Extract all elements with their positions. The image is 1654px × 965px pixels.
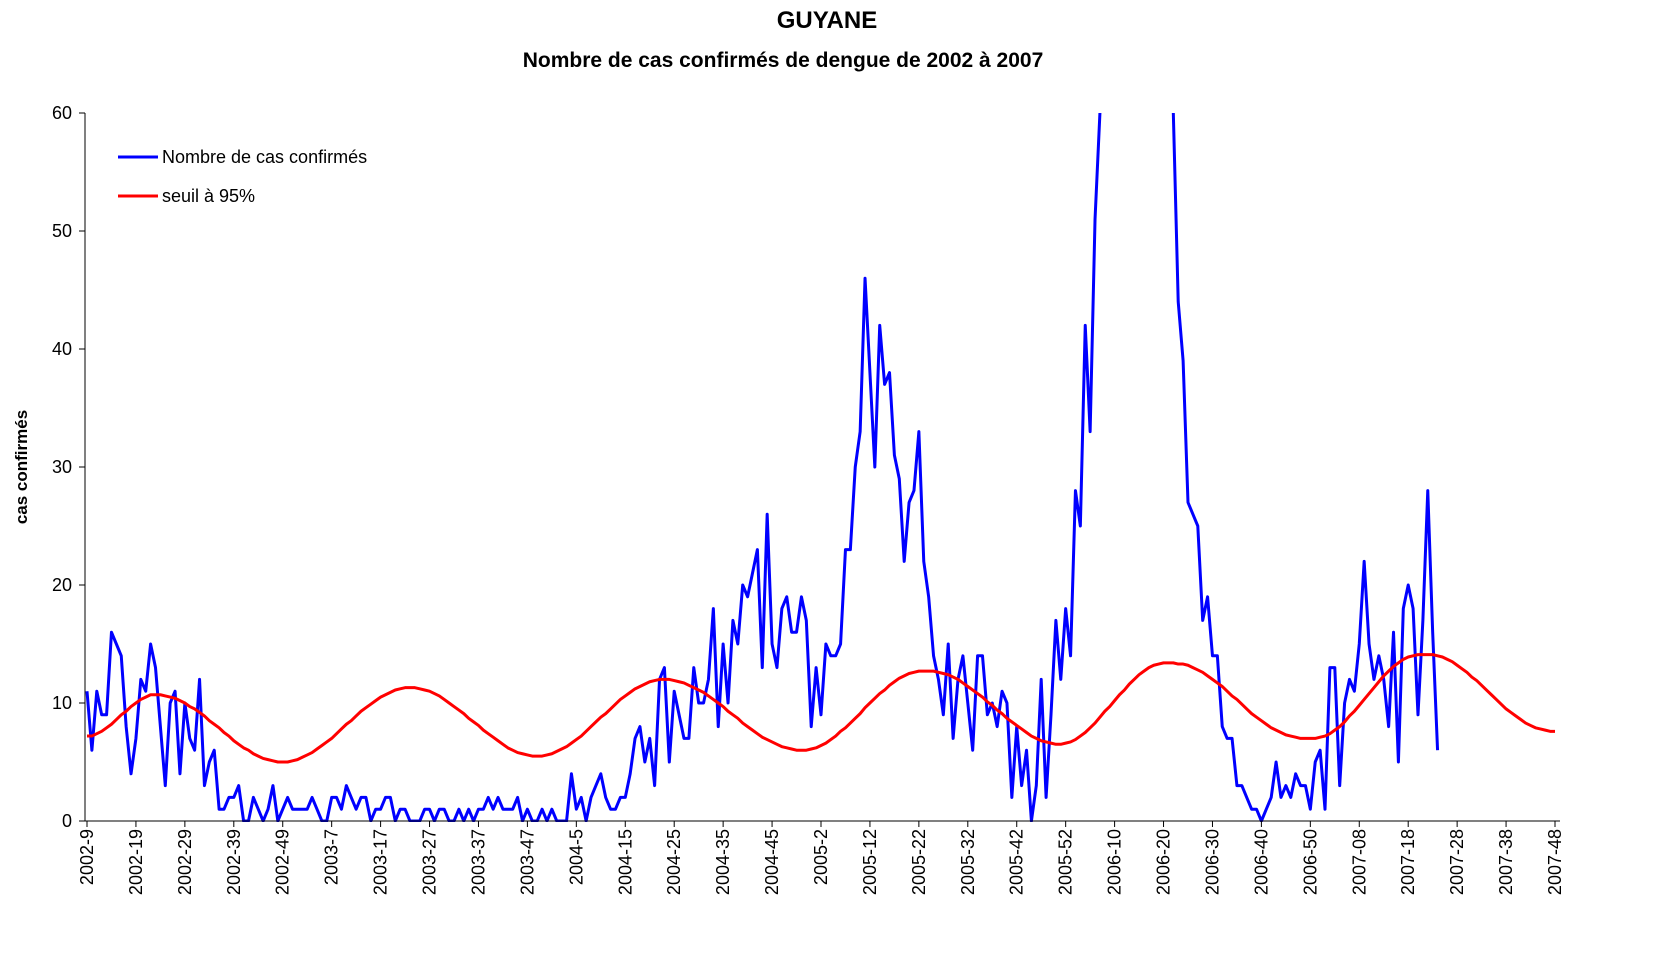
y-tick-label: 50 xyxy=(52,221,72,241)
x-tick-label: 2006-40 xyxy=(1251,829,1271,895)
x-tick-label: 2005-2 xyxy=(811,829,831,885)
x-tick-label: 2003-37 xyxy=(468,829,488,895)
y-tick-label: 60 xyxy=(52,103,72,123)
x-tick-label: 2005-32 xyxy=(958,829,978,895)
x-tick-label: 2004-5 xyxy=(566,829,586,885)
x-tick-label: 2004-25 xyxy=(664,829,684,895)
x-tick-label: 2002-49 xyxy=(273,829,293,895)
x-tick-label: 2005-52 xyxy=(1056,829,1076,895)
x-tick-label: 2007-18 xyxy=(1398,829,1418,895)
plot-area xyxy=(85,113,1555,822)
x-tick-label: 2002-19 xyxy=(126,829,146,895)
x-tick-label: 2007-28 xyxy=(1447,829,1467,895)
x-tick-label: 2007-48 xyxy=(1545,829,1565,895)
x-tick-label: 2006-50 xyxy=(1300,829,1320,895)
y-tick-label: 0 xyxy=(62,811,72,831)
x-tick-label: 2004-45 xyxy=(762,829,782,895)
x-tick-label: 2005-22 xyxy=(909,829,929,895)
x-tick-label: 2003-27 xyxy=(420,829,440,895)
x-tick-label: 2003-7 xyxy=(322,829,342,885)
x-tick-label: 2004-35 xyxy=(713,829,733,895)
chart-title: GUYANE xyxy=(777,7,877,34)
x-tick-label: 2003-47 xyxy=(517,829,537,895)
x-tick-label: 2002-9 xyxy=(77,829,97,885)
x-tick-label: 2006-30 xyxy=(1202,829,1222,895)
x-tick-label: 2006-10 xyxy=(1105,829,1125,895)
data-line xyxy=(85,113,1440,822)
y-axis-label: cas confirmés xyxy=(12,410,31,524)
x-tick-label: 2007-38 xyxy=(1496,829,1516,895)
x-tick-label: 2003-17 xyxy=(371,829,391,895)
y-tick-label: 20 xyxy=(52,575,72,595)
x-tick-label: 2004-15 xyxy=(615,829,635,895)
x-tick-label: 2005-12 xyxy=(860,829,880,895)
y-tick-label: 10 xyxy=(52,693,72,713)
chart-subtitle: Nombre de cas confirmés de dengue de 200… xyxy=(523,49,1044,72)
y-tick-label: 30 xyxy=(52,457,72,477)
x-tick-label: 2002-39 xyxy=(224,829,244,895)
x-tick-label: 2007-08 xyxy=(1349,829,1369,895)
y-tick-label: 40 xyxy=(52,339,72,359)
legend-label: Nombre de cas confirmés xyxy=(162,147,367,167)
x-tick-label: 2005-42 xyxy=(1007,829,1027,895)
x-tick-label: 2006-20 xyxy=(1154,829,1174,895)
legend-label: seuil à 95% xyxy=(162,186,255,206)
x-tick-label: 2002-29 xyxy=(175,829,195,895)
data-line xyxy=(87,653,1555,764)
